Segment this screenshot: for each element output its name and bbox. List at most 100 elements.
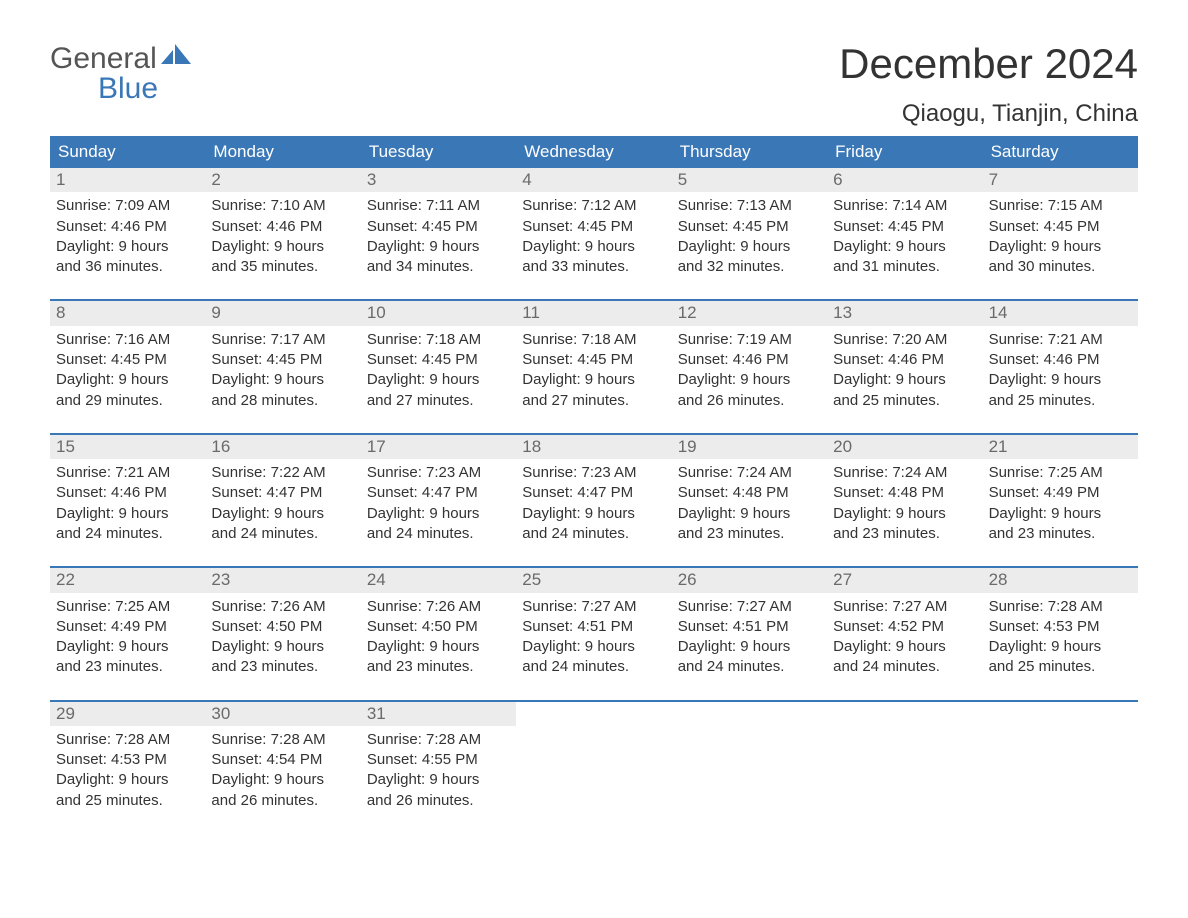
daylight-text-1: Daylight: 9 hours — [211, 504, 354, 524]
title-month: December 2024 — [839, 40, 1138, 88]
sunrise-text: Sunrise: 7:18 AM — [522, 330, 665, 350]
sunrise-text: Sunrise: 7:11 AM — [367, 196, 510, 216]
day-number: 19 — [672, 435, 827, 459]
daylight-text-2: and 36 minutes. — [56, 257, 199, 277]
sunrise-text: Sunrise: 7:13 AM — [678, 196, 821, 216]
daylight-text-2: and 24 minutes. — [678, 657, 821, 677]
daylight-text-2: and 25 minutes. — [833, 391, 976, 411]
day-number: 10 — [361, 301, 516, 325]
day-number — [672, 702, 827, 726]
sunset-text: Sunset: 4:46 PM — [833, 350, 976, 370]
daylight-text-2: and 23 minutes. — [211, 657, 354, 677]
sunset-text: Sunset: 4:53 PM — [56, 750, 199, 770]
day-cell: Sunrise: 7:25 AMSunset: 4:49 PMDaylight:… — [50, 593, 205, 682]
sunset-text: Sunset: 4:47 PM — [367, 483, 510, 503]
daylight-text-1: Daylight: 9 hours — [989, 504, 1132, 524]
day-number: 26 — [672, 568, 827, 592]
day-number — [827, 702, 982, 726]
daylight-text-1: Daylight: 9 hours — [56, 370, 199, 390]
week-separator — [50, 682, 1138, 700]
day-cell: Sunrise: 7:27 AMSunset: 4:51 PMDaylight:… — [516, 593, 671, 682]
daylight-text-1: Daylight: 9 hours — [367, 370, 510, 390]
sunrise-text: Sunrise: 7:28 AM — [367, 730, 510, 750]
daylight-text-1: Daylight: 9 hours — [678, 504, 821, 524]
day-cell: Sunrise: 7:21 AMSunset: 4:46 PMDaylight:… — [983, 326, 1138, 415]
day-cell — [827, 726, 982, 815]
day-number: 17 — [361, 435, 516, 459]
sunset-text: Sunset: 4:46 PM — [989, 350, 1132, 370]
daylight-text-1: Daylight: 9 hours — [56, 637, 199, 657]
day-number: 14 — [983, 301, 1138, 325]
weekday-header: Sunday — [50, 136, 205, 168]
sunrise-text: Sunrise: 7:23 AM — [367, 463, 510, 483]
daylight-text-2: and 24 minutes. — [56, 524, 199, 544]
daylight-text-2: and 24 minutes. — [211, 524, 354, 544]
daylight-text-1: Daylight: 9 hours — [367, 237, 510, 257]
logo-text-general: General — [50, 44, 157, 74]
weekday-header: Saturday — [983, 136, 1138, 168]
sunrise-text: Sunrise: 7:19 AM — [678, 330, 821, 350]
sunrise-text: Sunrise: 7:16 AM — [56, 330, 199, 350]
daylight-text-1: Daylight: 9 hours — [367, 504, 510, 524]
daylight-text-1: Daylight: 9 hours — [56, 770, 199, 790]
day-cell: Sunrise: 7:13 AMSunset: 4:45 PMDaylight:… — [672, 192, 827, 281]
daylight-text-2: and 23 minutes. — [833, 524, 976, 544]
day-cell: Sunrise: 7:24 AMSunset: 4:48 PMDaylight:… — [827, 459, 982, 548]
sunrise-text: Sunrise: 7:24 AM — [678, 463, 821, 483]
day-cell: Sunrise: 7:25 AMSunset: 4:49 PMDaylight:… — [983, 459, 1138, 548]
sunset-text: Sunset: 4:48 PM — [833, 483, 976, 503]
sunset-text: Sunset: 4:45 PM — [367, 350, 510, 370]
title-block: December 2024 Qiaogu, Tianjin, China — [839, 40, 1138, 128]
sunrise-text: Sunrise: 7:27 AM — [522, 597, 665, 617]
day-number: 7 — [983, 168, 1138, 192]
sunset-text: Sunset: 4:51 PM — [678, 617, 821, 637]
sunset-text: Sunset: 4:49 PM — [989, 483, 1132, 503]
daylight-text-1: Daylight: 9 hours — [989, 370, 1132, 390]
daylight-text-2: and 26 minutes. — [367, 791, 510, 811]
sunset-text: Sunset: 4:55 PM — [367, 750, 510, 770]
daylight-text-1: Daylight: 9 hours — [367, 637, 510, 657]
day-number — [516, 702, 671, 726]
daylight-text-1: Daylight: 9 hours — [678, 370, 821, 390]
sunrise-text: Sunrise: 7:09 AM — [56, 196, 199, 216]
day-cell: Sunrise: 7:24 AMSunset: 4:48 PMDaylight:… — [672, 459, 827, 548]
sunrise-text: Sunrise: 7:22 AM — [211, 463, 354, 483]
sunset-text: Sunset: 4:45 PM — [833, 217, 976, 237]
day-cell: Sunrise: 7:28 AMSunset: 4:55 PMDaylight:… — [361, 726, 516, 815]
day-number: 11 — [516, 301, 671, 325]
day-cell: Sunrise: 7:10 AMSunset: 4:46 PMDaylight:… — [205, 192, 360, 281]
daylight-text-2: and 29 minutes. — [56, 391, 199, 411]
daylight-text-1: Daylight: 9 hours — [522, 504, 665, 524]
daylight-text-2: and 24 minutes. — [367, 524, 510, 544]
sunset-text: Sunset: 4:45 PM — [56, 350, 199, 370]
daylight-text-2: and 34 minutes. — [367, 257, 510, 277]
week-separator — [50, 415, 1138, 433]
day-number: 1 — [50, 168, 205, 192]
daylight-text-2: and 26 minutes. — [211, 791, 354, 811]
sunset-text: Sunset: 4:48 PM — [678, 483, 821, 503]
daylight-text-2: and 23 minutes. — [56, 657, 199, 677]
daylight-text-2: and 24 minutes. — [522, 657, 665, 677]
day-cell: Sunrise: 7:17 AMSunset: 4:45 PMDaylight:… — [205, 326, 360, 415]
day-number: 25 — [516, 568, 671, 592]
day-cell: Sunrise: 7:12 AMSunset: 4:45 PMDaylight:… — [516, 192, 671, 281]
sunrise-text: Sunrise: 7:12 AM — [522, 196, 665, 216]
daylight-text-2: and 31 minutes. — [833, 257, 976, 277]
day-cell: Sunrise: 7:27 AMSunset: 4:52 PMDaylight:… — [827, 593, 982, 682]
daylight-text-2: and 32 minutes. — [678, 257, 821, 277]
sunset-text: Sunset: 4:54 PM — [211, 750, 354, 770]
day-number: 4 — [516, 168, 671, 192]
sunrise-text: Sunrise: 7:14 AM — [833, 196, 976, 216]
daylight-text-2: and 25 minutes. — [989, 391, 1132, 411]
daylight-text-2: and 27 minutes. — [522, 391, 665, 411]
sunrise-text: Sunrise: 7:18 AM — [367, 330, 510, 350]
logo-text-blue: Blue — [98, 74, 191, 104]
sunset-text: Sunset: 4:46 PM — [56, 217, 199, 237]
sunset-text: Sunset: 4:45 PM — [522, 350, 665, 370]
logo: General Blue — [50, 40, 191, 104]
sunrise-text: Sunrise: 7:25 AM — [989, 463, 1132, 483]
sunset-text: Sunset: 4:46 PM — [211, 217, 354, 237]
week-separator — [50, 548, 1138, 566]
day-cell: Sunrise: 7:23 AMSunset: 4:47 PMDaylight:… — [361, 459, 516, 548]
day-cell: Sunrise: 7:09 AMSunset: 4:46 PMDaylight:… — [50, 192, 205, 281]
